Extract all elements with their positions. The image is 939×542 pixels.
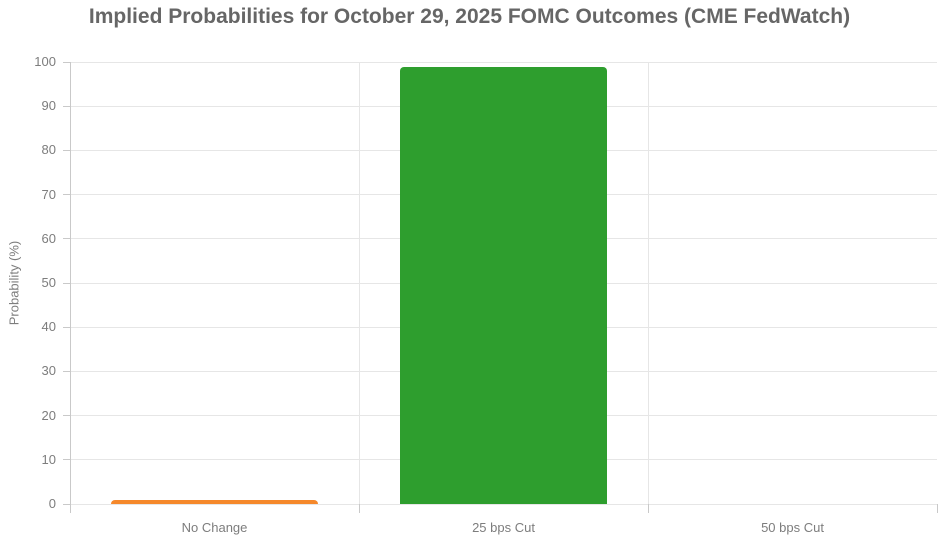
- y-tick-label-20: 20: [41, 407, 56, 423]
- y-tick-label-0: 0: [48, 496, 56, 511]
- y-tick-90: [63, 105, 70, 107]
- y-tick-label-100: 100: [34, 54, 56, 69]
- y-tick-30: [63, 370, 70, 372]
- y-gridline-0: [70, 503, 937, 505]
- y-axis-line: [69, 62, 71, 504]
- y-gridline-100: [70, 61, 937, 63]
- y-tick-50: [63, 282, 70, 284]
- x-tick-0: [69, 504, 71, 513]
- y-tick-label-80: 80: [41, 142, 56, 158]
- bar-no-change[interactable]: [111, 500, 318, 504]
- y-tick-label-30: 30: [41, 363, 56, 379]
- x-tick-label-no-change: No Change: [181, 520, 248, 535]
- y-tick-60: [63, 238, 70, 240]
- y-tick-100: [63, 61, 70, 63]
- chart-title: Implied Probabilities for October 29, 20…: [88, 5, 851, 28]
- x-tick-label-25-bps-cut: 25 bps Cut: [472, 520, 535, 535]
- y-tick-label-10: 10: [41, 451, 56, 467]
- y-tick-40: [63, 326, 70, 328]
- x-tick-label-50-bps-cut: 50 bps Cut: [761, 520, 824, 535]
- x-tick-2: [647, 504, 649, 513]
- x-tick-1: [358, 504, 360, 513]
- y-tick-80: [63, 149, 70, 151]
- y-tick-label-40: 40: [41, 319, 56, 335]
- y-tick-0: [63, 503, 70, 505]
- y-tick-label-90: 90: [41, 98, 56, 114]
- bar-25-bps-cut[interactable]: [400, 67, 607, 504]
- y-tick-label-70: 70: [41, 186, 56, 202]
- y-tick-label-50: 50: [41, 275, 56, 290]
- x-tick-3: [936, 504, 938, 513]
- y-tick-70: [63, 194, 70, 196]
- x-gridline-2: [647, 62, 649, 504]
- y-tick-20: [63, 415, 70, 417]
- x-gridline-1: [358, 62, 360, 504]
- y-tick-10: [63, 459, 70, 461]
- y-tick-label-60: 60: [41, 230, 56, 246]
